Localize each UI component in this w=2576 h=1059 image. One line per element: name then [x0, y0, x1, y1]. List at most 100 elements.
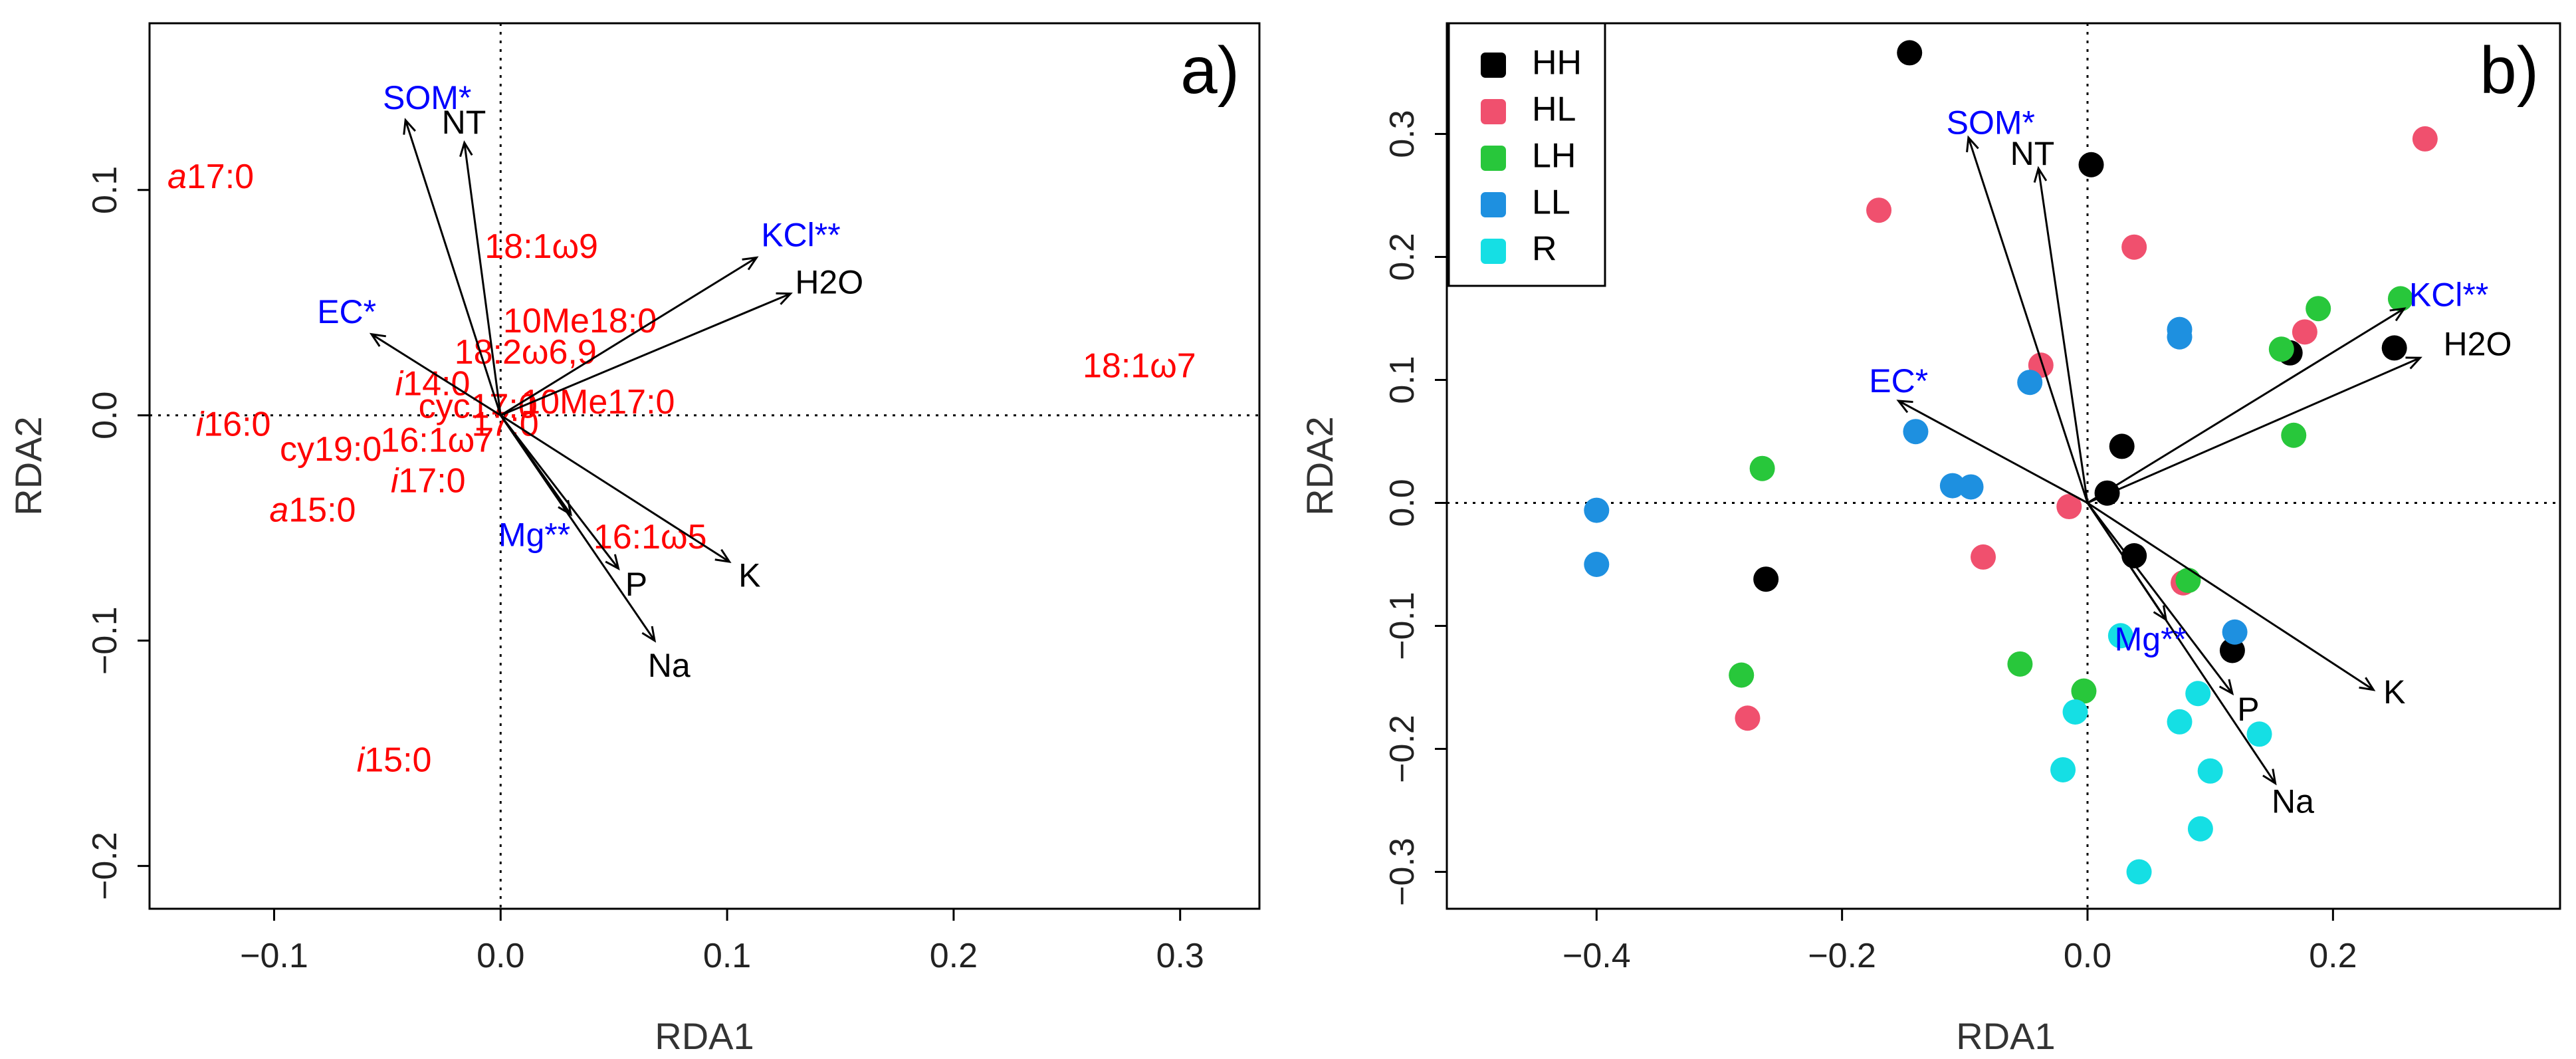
panel-b-point-hl	[2121, 234, 2147, 260]
panel-a-vector-kcl-arrow	[500, 256, 759, 417]
panel-a-fatty-acid-label: i16:0	[196, 405, 271, 443]
panel-a-fatty-acid-label: cy19:0	[280, 430, 381, 469]
panel-b-point-lh	[2281, 422, 2307, 448]
legend-label-hl: HL	[1532, 90, 1576, 129]
panel-b-point-r	[2187, 816, 2213, 842]
panel-b-vector-som-arrow	[1966, 135, 2089, 503]
legend-swatch-lh	[1481, 146, 1506, 171]
panel-a-plot-frame	[148, 22, 1261, 910]
panel-b-y-tick-label: −0.1	[1383, 592, 1422, 660]
panel-a-y-axis-label: RDA2	[7, 416, 49, 515]
panel-b-vector-p-arrow	[2086, 502, 2234, 696]
panel-b-x-axis-label: RDA1	[1956, 1015, 2055, 1057]
panel-b-y-tick-label: −0.3	[1383, 838, 1422, 906]
panel-a-y-tick-label: −0.2	[86, 832, 124, 900]
legend-label-ll: LL	[1532, 183, 1570, 222]
panel-a-vector-na-arrow	[500, 414, 657, 643]
panel-b-point-lh	[1729, 662, 1755, 688]
panel-b-point-lh	[1749, 455, 1775, 481]
legend-swatch-hh	[1481, 53, 1506, 78]
panel-a-label: a)	[1180, 33, 1239, 108]
legend-label-hh: HH	[1532, 44, 1582, 82]
panel-b-point-hh	[2381, 335, 2407, 361]
panel-a-vector-p-arrow	[500, 414, 620, 571]
panel-b-x-tick-label: 0.0	[2064, 937, 2111, 975]
panel-b-vector-ec-arrow	[1896, 400, 2088, 504]
legend-label-r: R	[1532, 230, 1557, 269]
panel-a-vector-kcl-label: KCl**	[761, 217, 840, 254]
legend-label-lh: LH	[1532, 137, 1576, 176]
panel-b-point-hl	[1971, 544, 1996, 570]
panel-b-point-lh	[2306, 296, 2331, 322]
panel-b-point-lh	[2268, 336, 2294, 362]
panel-a-x-tick-label: 0.1	[703, 937, 751, 975]
panel-a-x-tick-label: −0.1	[240, 937, 308, 975]
panel-b-vector-h2o-arrow	[2087, 356, 2422, 504]
panel-b-vector-h2o-label: H2O	[2444, 326, 2512, 363]
panel-a-y-tick-label: −0.1	[86, 606, 124, 675]
panel-a-x-tick-label: 0.3	[1156, 937, 1204, 975]
panel-b-x-tick-label: 0.2	[2309, 937, 2357, 975]
panel-a-vector-k-label: K	[738, 556, 760, 594]
panel-b-point-hh	[2094, 480, 2120, 506]
panel-a-vector-h2o-arrow	[500, 292, 793, 417]
panel-b-point-r	[2050, 757, 2076, 782]
panel-b-point-hl	[1735, 705, 1761, 731]
panel-a-rda-biplot: −0.1 0.0 0.1 0.2 0.3 −0.2 −0.1 0.0 0.1 a17:0 18:1…	[7, 22, 1261, 1057]
panel-b-vector-na-arrow	[2086, 502, 2277, 786]
panel-b-point-hl	[2056, 494, 2082, 520]
panel-a-fatty-acid-label: i15:0	[357, 741, 432, 779]
panel-b-point-lh	[2071, 678, 2097, 704]
panel-a-y-tick-label: 0.0	[86, 392, 124, 439]
panel-b-x-tick-label: −0.2	[1808, 937, 1876, 975]
panel-b-point-ll	[1584, 497, 1610, 523]
panel-b-point-lh	[2007, 651, 2033, 677]
panel-b-rda-site-scores: −0.4 −0.2 0.0 0.2 −0.3 −0.2 −0.1 0.0 0.1 0.2 0.3 S…	[1299, 22, 2561, 1057]
panel-b-point-hl	[2412, 126, 2438, 152]
panel-a-vector-som-label: SOM*	[383, 79, 471, 116]
panel-a-vector-som-arrow	[403, 118, 502, 416]
panel-b-plot-frame	[1446, 22, 2561, 910]
panel-b-vector-p-label: P	[2237, 691, 2259, 728]
legend-swatch-ll	[1481, 192, 1506, 217]
panel-b-point-r	[2126, 859, 2152, 885]
panel-b-vector-na-label: Na	[2272, 783, 2314, 820]
panel-a-fatty-acid-label: i17:0	[391, 461, 466, 500]
panel-b-label: b)	[2480, 33, 2539, 108]
panel-b-vector-nt-label: NT	[2010, 135, 2055, 172]
panel-b-y-tick-label: 0.3	[1383, 110, 1422, 158]
panel-b-point-hh	[2078, 152, 2104, 177]
panel-b-legend: HH HL LH LL R	[1448, 22, 1606, 287]
panel-a-fatty-acid-label: 10Me17:0	[521, 383, 675, 421]
panel-b-vector-ec-label: EC*	[1869, 362, 1928, 400]
panel-a-y-tick-label: 0.1	[86, 166, 124, 214]
panel-b-point-hh	[1753, 566, 1779, 592]
panel-a-fatty-acid-label: 16:1ω7	[380, 421, 494, 459]
panel-b-y-tick-label: −0.2	[1383, 715, 1422, 783]
panel-b-point-r	[2107, 623, 2133, 649]
panel-b-y-tick-label: 0.1	[1383, 356, 1422, 404]
panel-a-fatty-acid-label: 16:1ω5	[593, 518, 707, 556]
panel-b-vector-kcl-arrow	[2087, 307, 2407, 504]
panel-a-vector-p-label: P	[625, 566, 647, 603]
legend-swatch-hl	[1481, 99, 1506, 124]
panel-a-fatty-acid-label: 18:2ω6,9	[455, 333, 597, 372]
panel-b-point-hh	[1897, 40, 1923, 66]
panel-a-vector-ec-arrow	[369, 332, 502, 417]
panel-b-point-r	[2246, 721, 2272, 747]
panel-a-vector-k-arrow	[500, 414, 732, 564]
panel-a-x-axis-label: RDA1	[655, 1015, 754, 1057]
panel-b-point-ll	[1939, 473, 1965, 499]
panel-b-point-r	[2185, 681, 2211, 707]
panel-b-point-ll	[2017, 370, 2043, 396]
panel-b-point-hl	[2292, 319, 2317, 345]
panel-b-point-r	[2197, 758, 2223, 784]
panel-a-fatty-acid-label: a15:0	[269, 491, 356, 529]
legend-swatch-r	[1481, 239, 1506, 264]
panel-a-vector-nt-arrow	[459, 140, 502, 415]
panel-a-fatty-acid-label: cyc17:0	[419, 387, 538, 425]
panel-b-point-ll	[1584, 552, 1610, 577]
panel-b-point-ll	[2167, 324, 2193, 350]
panel-a-fatty-acid-label: 18:1ω7	[1083, 346, 1196, 385]
panel-b-y-tick-label: 0.2	[1383, 233, 1422, 281]
